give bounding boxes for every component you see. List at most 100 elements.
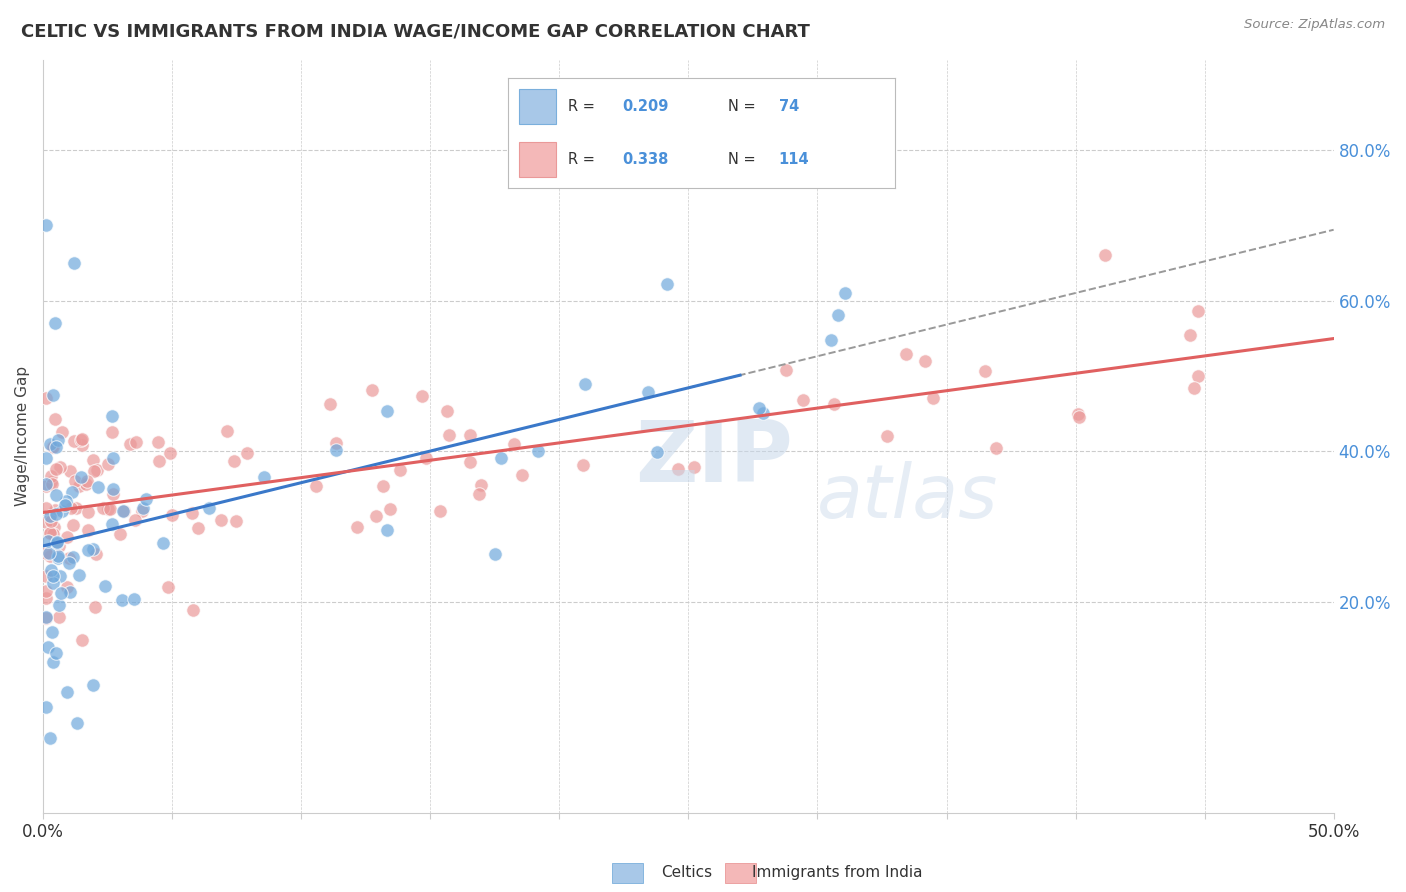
Point [35,515,58,529]
Point [157,580,180,594]
Point [101,482,124,496]
Point [373,478,395,492]
Point [35,609,58,624]
Point [46,549,69,564]
Point [35,450,58,465]
Point [101,425,124,439]
Point [48,610,70,624]
Point [101,450,124,465]
Text: atlas: atlas [817,460,998,533]
Point [346,520,368,534]
Text: ZIP: ZIP [636,417,793,500]
Point [775,363,797,377]
Point [44,520,66,534]
Point [148,454,170,468]
Point [67,568,90,582]
Point [35,546,58,560]
Point [377,524,399,538]
Point [38,509,60,524]
Point [146,435,169,450]
Point [35,219,58,233]
Text: CELTIC VS IMMIGRANTS FROM INDIA WAGE/INCOME GAP CORRELATION CHART: CELTIC VS IMMIGRANTS FROM INDIA WAGE/INC… [21,22,810,40]
Point [39,514,62,528]
Point [439,428,461,442]
Point [1067,407,1090,421]
Point [35,391,58,405]
Point [55,494,77,508]
Point [39,549,62,564]
Point [222,454,245,468]
Point [181,602,204,616]
Point [38,437,60,451]
Text: Source: ZipAtlas.com: Source: ZipAtlas.com [1244,18,1385,31]
Point [39,526,62,541]
Point [46,550,69,565]
Point [59,464,82,478]
Point [1182,381,1205,395]
Point [42,569,65,583]
Point [1178,327,1201,342]
Point [70,437,93,451]
Point [97,501,120,516]
Point [1187,304,1209,318]
Point [39,731,62,745]
Point [82,678,104,692]
Point [38,546,60,560]
Point [159,445,181,459]
Point [125,434,148,449]
Point [97,458,120,472]
Point [526,444,548,458]
Point [378,502,401,516]
Point [67,479,90,493]
Point [35,476,58,491]
Point [215,424,238,438]
Point [134,491,156,506]
Point [41,440,63,454]
Point [45,646,67,660]
Point [98,501,121,516]
Point [655,277,678,292]
Point [49,586,72,600]
Point [44,316,66,330]
Y-axis label: Wage/Income Gap: Wage/Income Gap [15,367,30,507]
Point [111,592,134,607]
Point [58,550,80,565]
Point [574,376,596,391]
Point [94,579,117,593]
Point [484,547,506,561]
Point [666,462,689,476]
Point [236,446,259,460]
Point [35,611,58,625]
Point [65,474,87,488]
Point [458,428,481,442]
Point [59,501,82,516]
Point [35,700,58,714]
Point [66,715,89,730]
Point [86,548,108,562]
Point [1067,409,1090,424]
Point [572,458,595,473]
Point [56,530,79,544]
Point [360,384,382,398]
Point [180,507,202,521]
Point [58,556,80,570]
Point [436,404,458,418]
Point [491,450,513,465]
Point [792,393,814,408]
Point [637,385,659,400]
Point [70,434,93,448]
Point [896,347,918,361]
Point [152,536,174,550]
Point [42,441,65,455]
Point [100,409,122,423]
Point [131,503,153,517]
Point [108,527,131,541]
Text: Immigrants from India: Immigrants from India [752,865,922,880]
Point [45,507,67,521]
Point [83,464,105,478]
Point [75,477,97,491]
Point [51,504,73,518]
Point [62,549,84,564]
Point [82,453,104,467]
Point [44,503,66,517]
